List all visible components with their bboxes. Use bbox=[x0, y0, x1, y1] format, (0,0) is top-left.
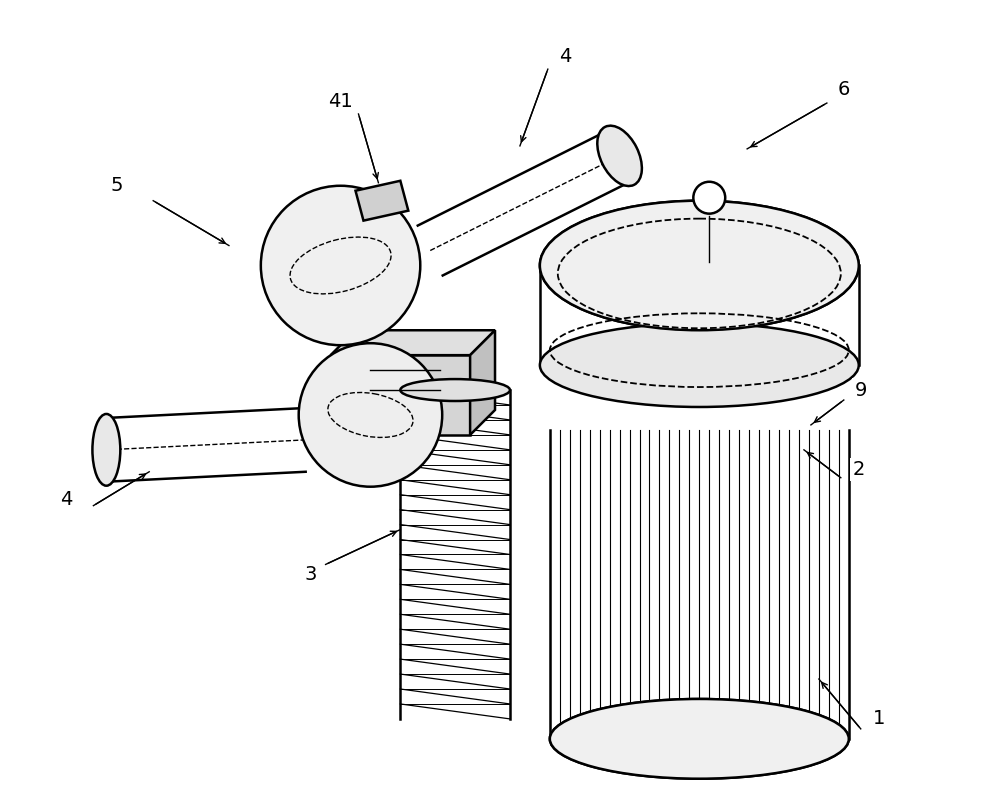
Ellipse shape bbox=[92, 414, 120, 485]
Polygon shape bbox=[331, 330, 495, 355]
Text: 5: 5 bbox=[110, 176, 123, 196]
Ellipse shape bbox=[597, 126, 642, 186]
Circle shape bbox=[261, 186, 420, 345]
Polygon shape bbox=[470, 330, 495, 435]
Ellipse shape bbox=[540, 200, 859, 330]
Ellipse shape bbox=[550, 699, 849, 778]
Polygon shape bbox=[356, 181, 408, 221]
Text: 2: 2 bbox=[853, 460, 865, 479]
Text: 3: 3 bbox=[304, 565, 317, 584]
Text: 4: 4 bbox=[60, 490, 73, 510]
Polygon shape bbox=[331, 355, 470, 435]
Circle shape bbox=[299, 343, 442, 487]
Circle shape bbox=[693, 182, 725, 213]
Text: 6: 6 bbox=[838, 80, 850, 98]
Ellipse shape bbox=[550, 699, 849, 778]
Text: 9: 9 bbox=[855, 381, 867, 399]
Text: 1: 1 bbox=[873, 709, 885, 729]
Ellipse shape bbox=[400, 379, 510, 401]
Ellipse shape bbox=[540, 200, 859, 330]
Text: 41: 41 bbox=[328, 92, 353, 110]
Ellipse shape bbox=[540, 324, 859, 407]
Text: 4: 4 bbox=[559, 47, 571, 66]
